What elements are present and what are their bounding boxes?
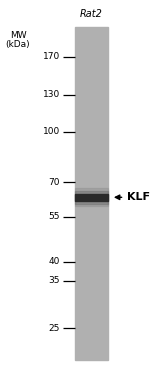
Text: 70: 70 <box>48 178 60 187</box>
Bar <box>75 191 108 204</box>
Text: 55: 55 <box>48 212 60 221</box>
Text: KLF4: KLF4 <box>128 192 150 202</box>
Text: 100: 100 <box>43 127 60 136</box>
Text: 170: 170 <box>43 52 60 61</box>
Text: Rat2: Rat2 <box>80 9 103 19</box>
Text: 130: 130 <box>43 90 60 99</box>
Bar <box>75 27 108 360</box>
Text: 40: 40 <box>49 257 60 266</box>
Text: 35: 35 <box>48 276 60 285</box>
Text: MW: MW <box>10 31 26 40</box>
Text: 25: 25 <box>49 324 60 333</box>
Bar <box>75 194 108 201</box>
Bar <box>75 188 108 207</box>
Text: (kDa): (kDa) <box>6 40 30 49</box>
